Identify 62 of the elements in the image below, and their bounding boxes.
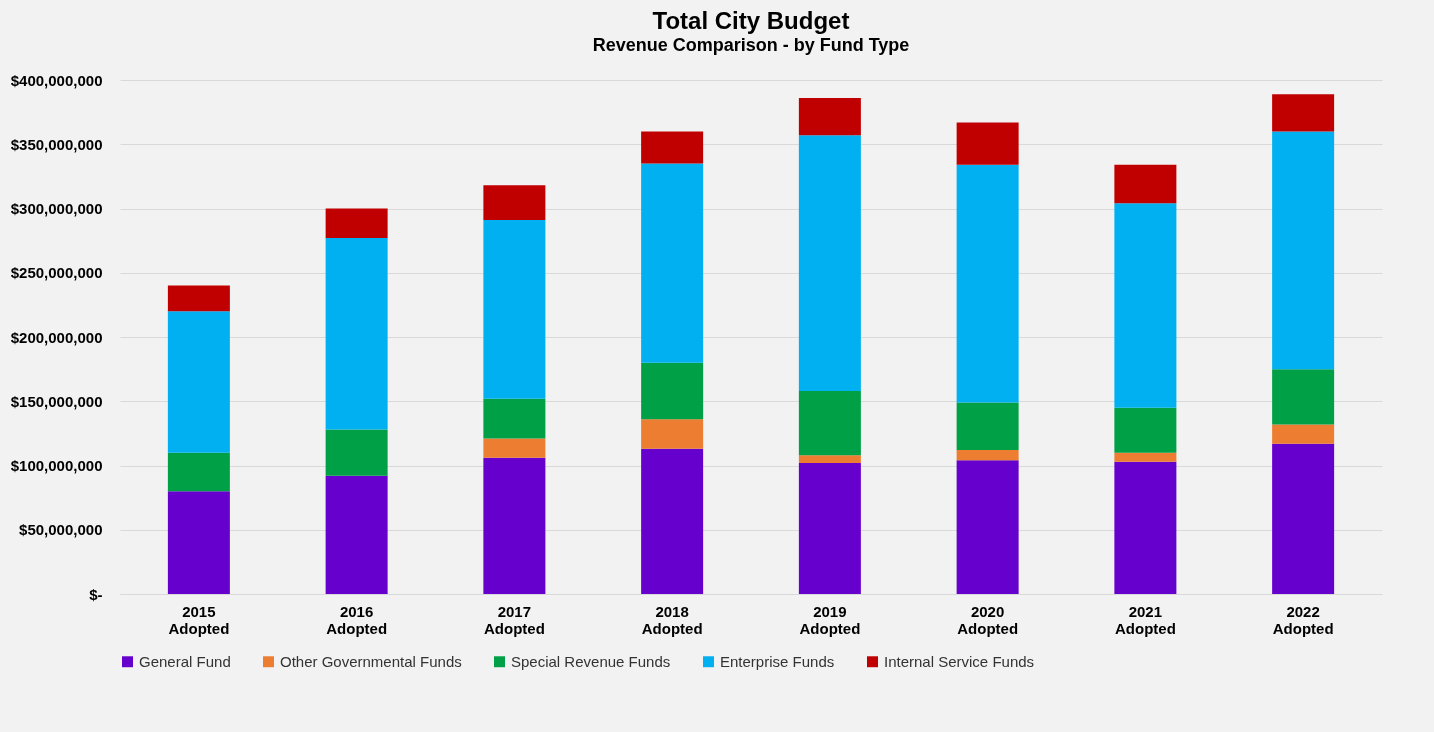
bar [956,460,1019,594]
y-tick-label: $- [89,585,103,603]
bar [956,450,1019,461]
y-tick-label: $200,000,000 [10,328,103,346]
y-tick-label: $300,000,000 [10,200,103,217]
x-tick-label: 2022 Adopted [1272,602,1334,637]
bar [956,164,1019,403]
bar [641,362,704,420]
bar [1272,443,1335,594]
bar [1272,369,1335,425]
x-tick-label: 2021 Adopted [1114,602,1176,637]
bar [1114,407,1177,453]
legend-label: Other Governmental Funds [280,652,462,670]
bar [167,285,230,312]
x-tick-label: 2020 Adopted [957,602,1019,637]
x-tick-label: 2018 Adopted [641,602,703,637]
bar [1114,461,1177,594]
bar [1114,452,1177,462]
x-tick-label: 2019 Adopted [799,602,861,637]
bar [1114,164,1177,204]
bar [956,402,1019,451]
bar [483,438,546,458]
bar [167,491,230,594]
bar [798,455,861,463]
bar [641,163,704,363]
y-tick-label: $150,000,000 [10,392,103,410]
chart-subtitle: Revenue Comparison - by Fund Type [592,35,910,55]
bar [1114,203,1177,408]
y-tick-label: $100,000,000 [10,457,103,474]
bar [798,390,861,456]
legend-label: Internal Service Funds [884,652,1035,670]
bar [641,131,704,164]
bar [798,135,861,391]
bar [798,97,861,136]
bar [483,398,546,439]
bar [641,448,704,594]
x-tick-label: 2017 Adopted [483,602,545,637]
bar [956,122,1019,165]
legend-label: Special Revenue Funds [511,652,671,670]
legend-label: Enterprise Funds [720,652,835,670]
bar [483,457,546,594]
bar [325,238,388,430]
chart-title: Total City Budget [652,7,850,34]
x-tick-label: 2016 Adopted [326,602,388,637]
bar [483,220,546,399]
bar [1272,94,1335,132]
legend-label: General Fund [139,652,231,670]
y-tick-label: $400,000,000 [10,71,103,89]
x-tick-label: 2015 Adopted [168,602,230,637]
bar [167,452,230,492]
bar [1272,424,1335,444]
bar [325,208,388,239]
y-tick-label: $250,000,000 [10,264,103,282]
bar [1272,131,1335,370]
bar [641,419,704,449]
bar [325,429,388,476]
y-tick-label: $350,000,000 [10,135,103,153]
bar [483,185,546,221]
bar [325,475,388,594]
y-tick-label: $50,000,000 [19,521,103,539]
bar [798,462,861,594]
bar [167,311,230,453]
